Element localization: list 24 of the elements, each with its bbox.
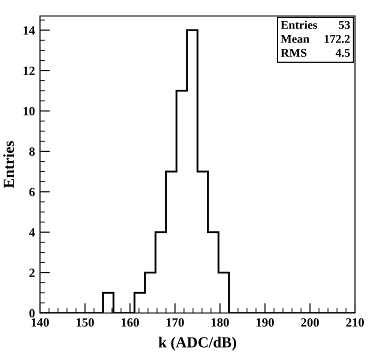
x-tick-label: 160 xyxy=(122,318,139,327)
x-tick-label: 190 xyxy=(256,318,274,327)
y-tick-label: 2 xyxy=(29,268,35,277)
x-axis-title: k (ADC/dB) xyxy=(158,336,236,351)
y-tick-label: 8 xyxy=(29,147,35,156)
annotation: Mean xyxy=(280,35,310,43)
annotation: 172.2 xyxy=(324,34,350,43)
y-axis-title: Entries xyxy=(3,141,14,188)
annotation: RMS xyxy=(280,48,306,57)
x-tick-label: 170 xyxy=(166,318,184,327)
x-tick-label: 180 xyxy=(212,318,229,327)
y-tick-label: 0 xyxy=(29,309,35,318)
y-tick-label: 6 xyxy=(29,188,35,196)
x-tick-label: 200 xyxy=(301,318,319,327)
annotation: 53 xyxy=(338,20,350,29)
x-tick-label: 140 xyxy=(32,318,49,327)
x-tick-label: 210 xyxy=(346,318,364,327)
y-tick-label: 10 xyxy=(24,106,35,116)
x-tick-label: 150 xyxy=(76,318,94,327)
annotation: Entries xyxy=(280,20,318,29)
y-tick-label: 4 xyxy=(29,228,35,237)
annotation: 4.5 xyxy=(336,48,350,57)
y-tick-label: 12 xyxy=(24,66,35,75)
y-tick-label: 14 xyxy=(24,26,35,34)
